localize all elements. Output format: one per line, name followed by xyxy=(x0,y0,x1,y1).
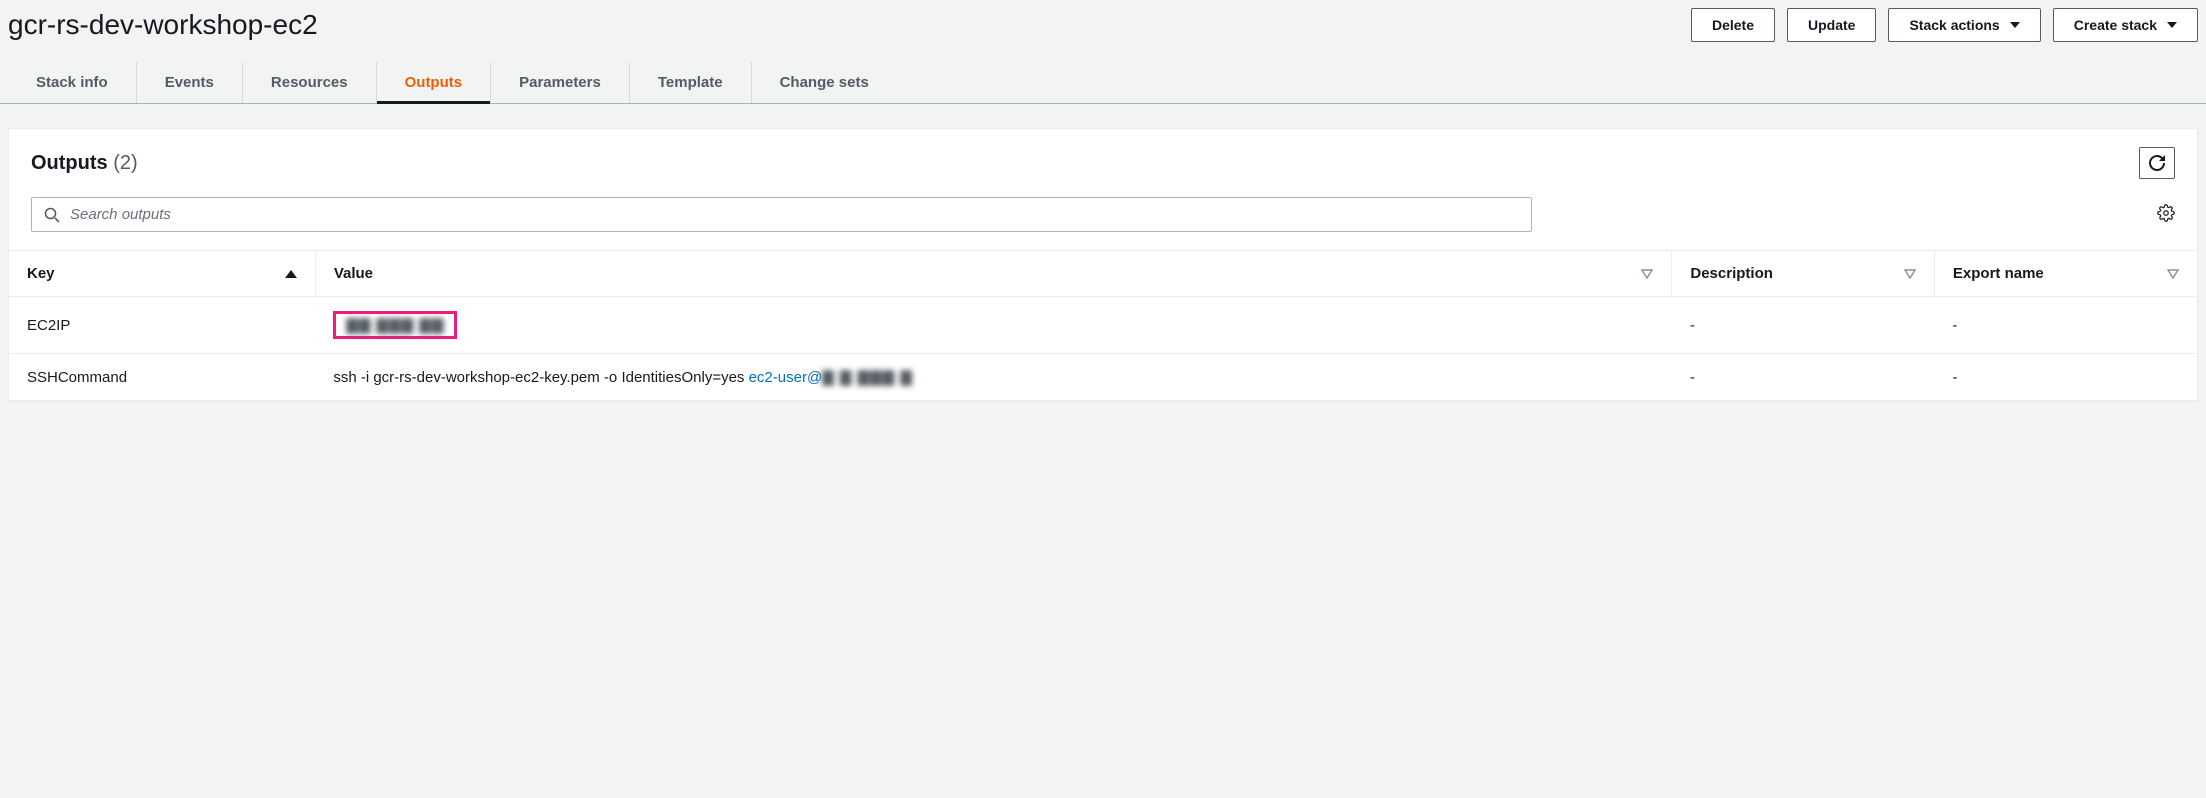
cell-description: - xyxy=(1672,354,1935,401)
sort-icon xyxy=(1904,269,1916,279)
panel-title: Outputs (2) xyxy=(31,152,138,175)
column-label: Value xyxy=(334,265,373,282)
outputs-table: Key Value Description xyxy=(9,250,2197,401)
column-label: Description xyxy=(1690,265,1773,282)
cell-value: ▇▇ ▇▇▇ ▇▇ xyxy=(315,297,1672,354)
gear-icon xyxy=(2157,204,2175,222)
ssh-user: ec2-user@ xyxy=(749,369,823,386)
stack-title: gcr-rs-dev-workshop-ec2 xyxy=(8,9,318,41)
search-input[interactable] xyxy=(70,206,1519,223)
tab-change-sets[interactable]: Change sets xyxy=(752,62,897,103)
ssh-link[interactable]: ec2-user@▇ ▇ ▇▇▇ ▇ xyxy=(749,369,913,386)
cell-description: - xyxy=(1672,297,1935,354)
sort-icon xyxy=(2167,269,2179,279)
redacted-ip: ▇▇ ▇▇▇ ▇▇ xyxy=(346,317,444,334)
refresh-icon xyxy=(2149,155,2165,171)
search-box[interactable] xyxy=(31,197,1532,232)
tab-template[interactable]: Template xyxy=(630,62,752,103)
cell-key: SSHCommand xyxy=(9,354,315,401)
column-label: Key xyxy=(27,265,55,282)
cell-key: EC2IP xyxy=(9,297,315,354)
create-stack-label: Create stack xyxy=(2074,17,2157,33)
column-header-key[interactable]: Key xyxy=(9,251,315,297)
tab-resources[interactable]: Resources xyxy=(243,62,377,103)
table-row: SSHCommand ssh -i gcr-rs-dev-workshop-ec… xyxy=(9,354,2197,401)
caret-down-icon xyxy=(2010,22,2020,28)
stack-actions-button[interactable]: Stack actions xyxy=(1888,8,2040,42)
cell-export-name: - xyxy=(1934,354,2197,401)
cell-export-name: - xyxy=(1934,297,2197,354)
outputs-panel: Outputs (2) xyxy=(8,128,2198,402)
search-icon xyxy=(44,207,60,223)
ssh-command-prefix: ssh -i gcr-rs-dev-workshop-ec2-key.pem -… xyxy=(333,369,748,386)
cell-value: ssh -i gcr-rs-dev-workshop-ec2-key.pem -… xyxy=(315,354,1672,401)
refresh-button[interactable] xyxy=(2139,147,2175,179)
delete-button[interactable]: Delete xyxy=(1691,8,1775,42)
panel-count: (2) xyxy=(113,152,137,174)
tabs: Stack info Events Resources Outputs Para… xyxy=(0,62,2206,104)
header-button-group: Delete Update Stack actions Create stack xyxy=(1691,8,2198,42)
column-header-description[interactable]: Description xyxy=(1672,251,1935,297)
table-settings-button[interactable] xyxy=(2157,204,2175,225)
tab-outputs[interactable]: Outputs xyxy=(377,62,492,103)
tab-stack-info[interactable]: Stack info xyxy=(8,62,137,103)
panel-title-text: Outputs xyxy=(31,152,108,174)
tab-events[interactable]: Events xyxy=(137,62,243,103)
column-header-export-name[interactable]: Export name xyxy=(1934,251,2197,297)
sort-icon xyxy=(1641,269,1653,279)
redacted-host: ▇ ▇ ▇▇▇ ▇ xyxy=(822,369,913,386)
stack-actions-label: Stack actions xyxy=(1909,17,1999,33)
create-stack-button[interactable]: Create stack xyxy=(2053,8,2198,42)
caret-down-icon xyxy=(2167,22,2177,28)
sort-asc-icon xyxy=(285,270,297,278)
tab-parameters[interactable]: Parameters xyxy=(491,62,630,103)
update-button[interactable]: Update xyxy=(1787,8,1876,42)
column-header-value[interactable]: Value xyxy=(315,251,1672,297)
column-label: Export name xyxy=(1953,265,2044,282)
table-row: EC2IP ▇▇ ▇▇▇ ▇▇ - - xyxy=(9,297,2197,354)
highlighted-value: ▇▇ ▇▇▇ ▇▇ xyxy=(333,311,457,339)
